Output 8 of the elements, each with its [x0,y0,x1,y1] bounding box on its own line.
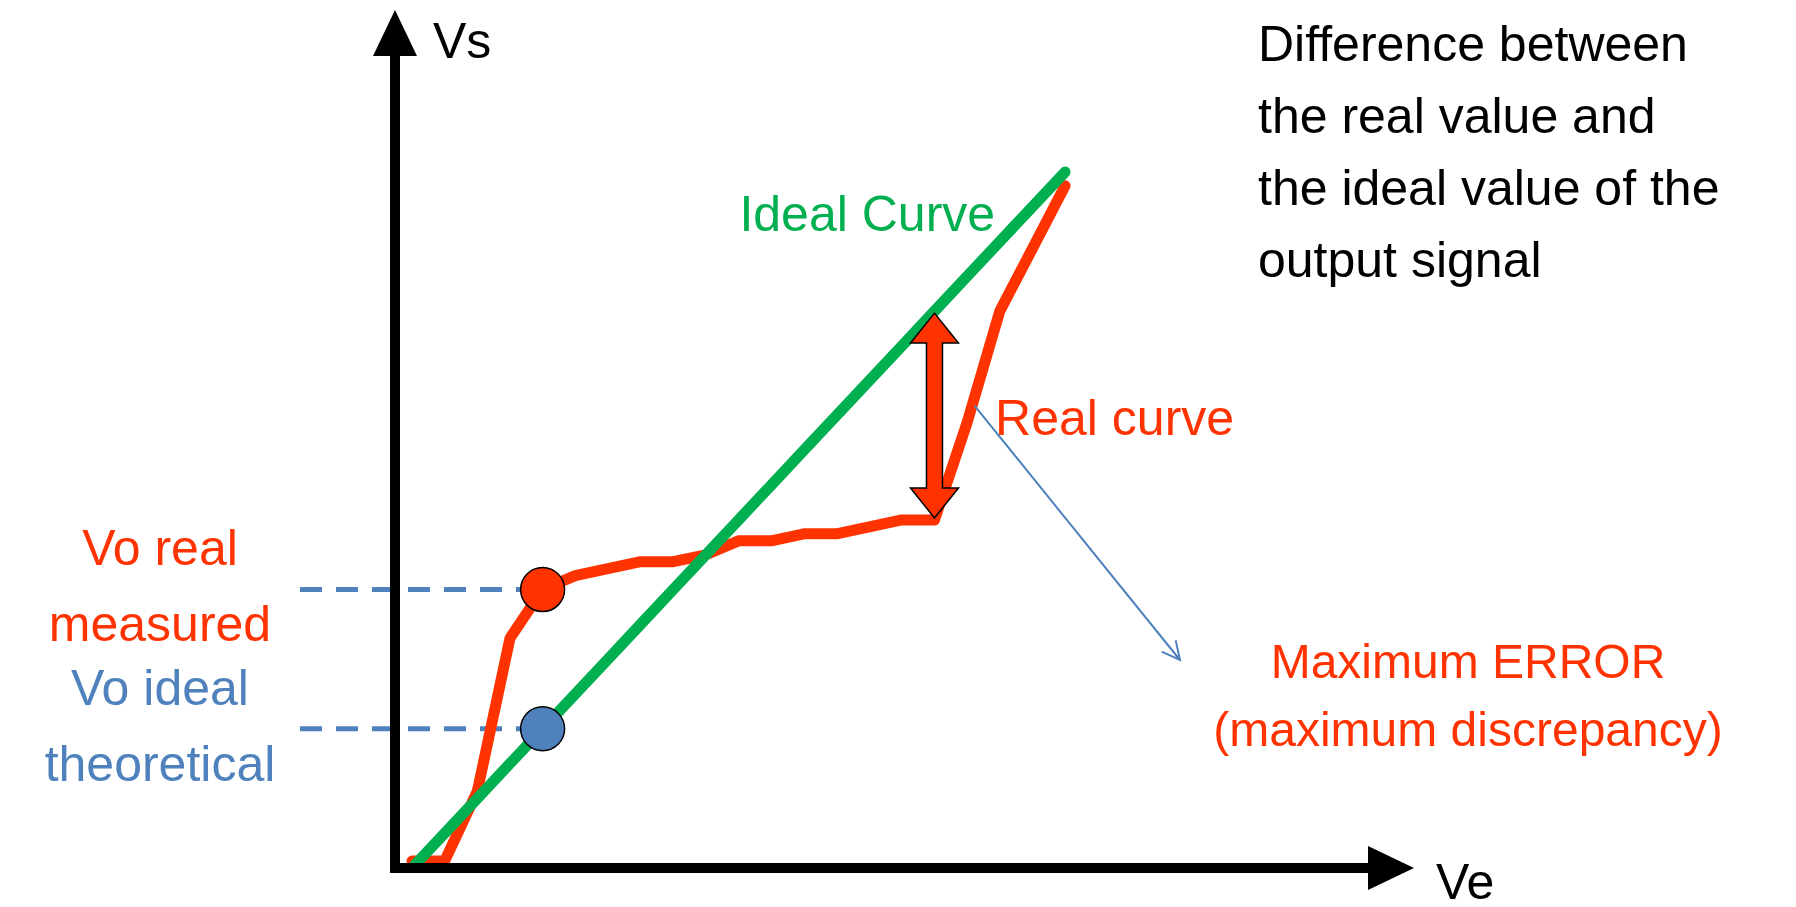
text: Ve [1436,854,1495,907]
ref-line-label: Vo ideal theoretical [44,659,276,792]
series-label: Ideal Curve [739,185,996,242]
text: Difference between the real value and the ideal value of the output signal [1258,15,1721,290]
text: Maximum ERROR (maximum discrepancy) [1212,634,1724,758]
y-axis-title: Vs [433,13,492,69]
ref-line-label: Vo real measured [48,520,272,653]
series-label: Real curve [995,389,1235,446]
